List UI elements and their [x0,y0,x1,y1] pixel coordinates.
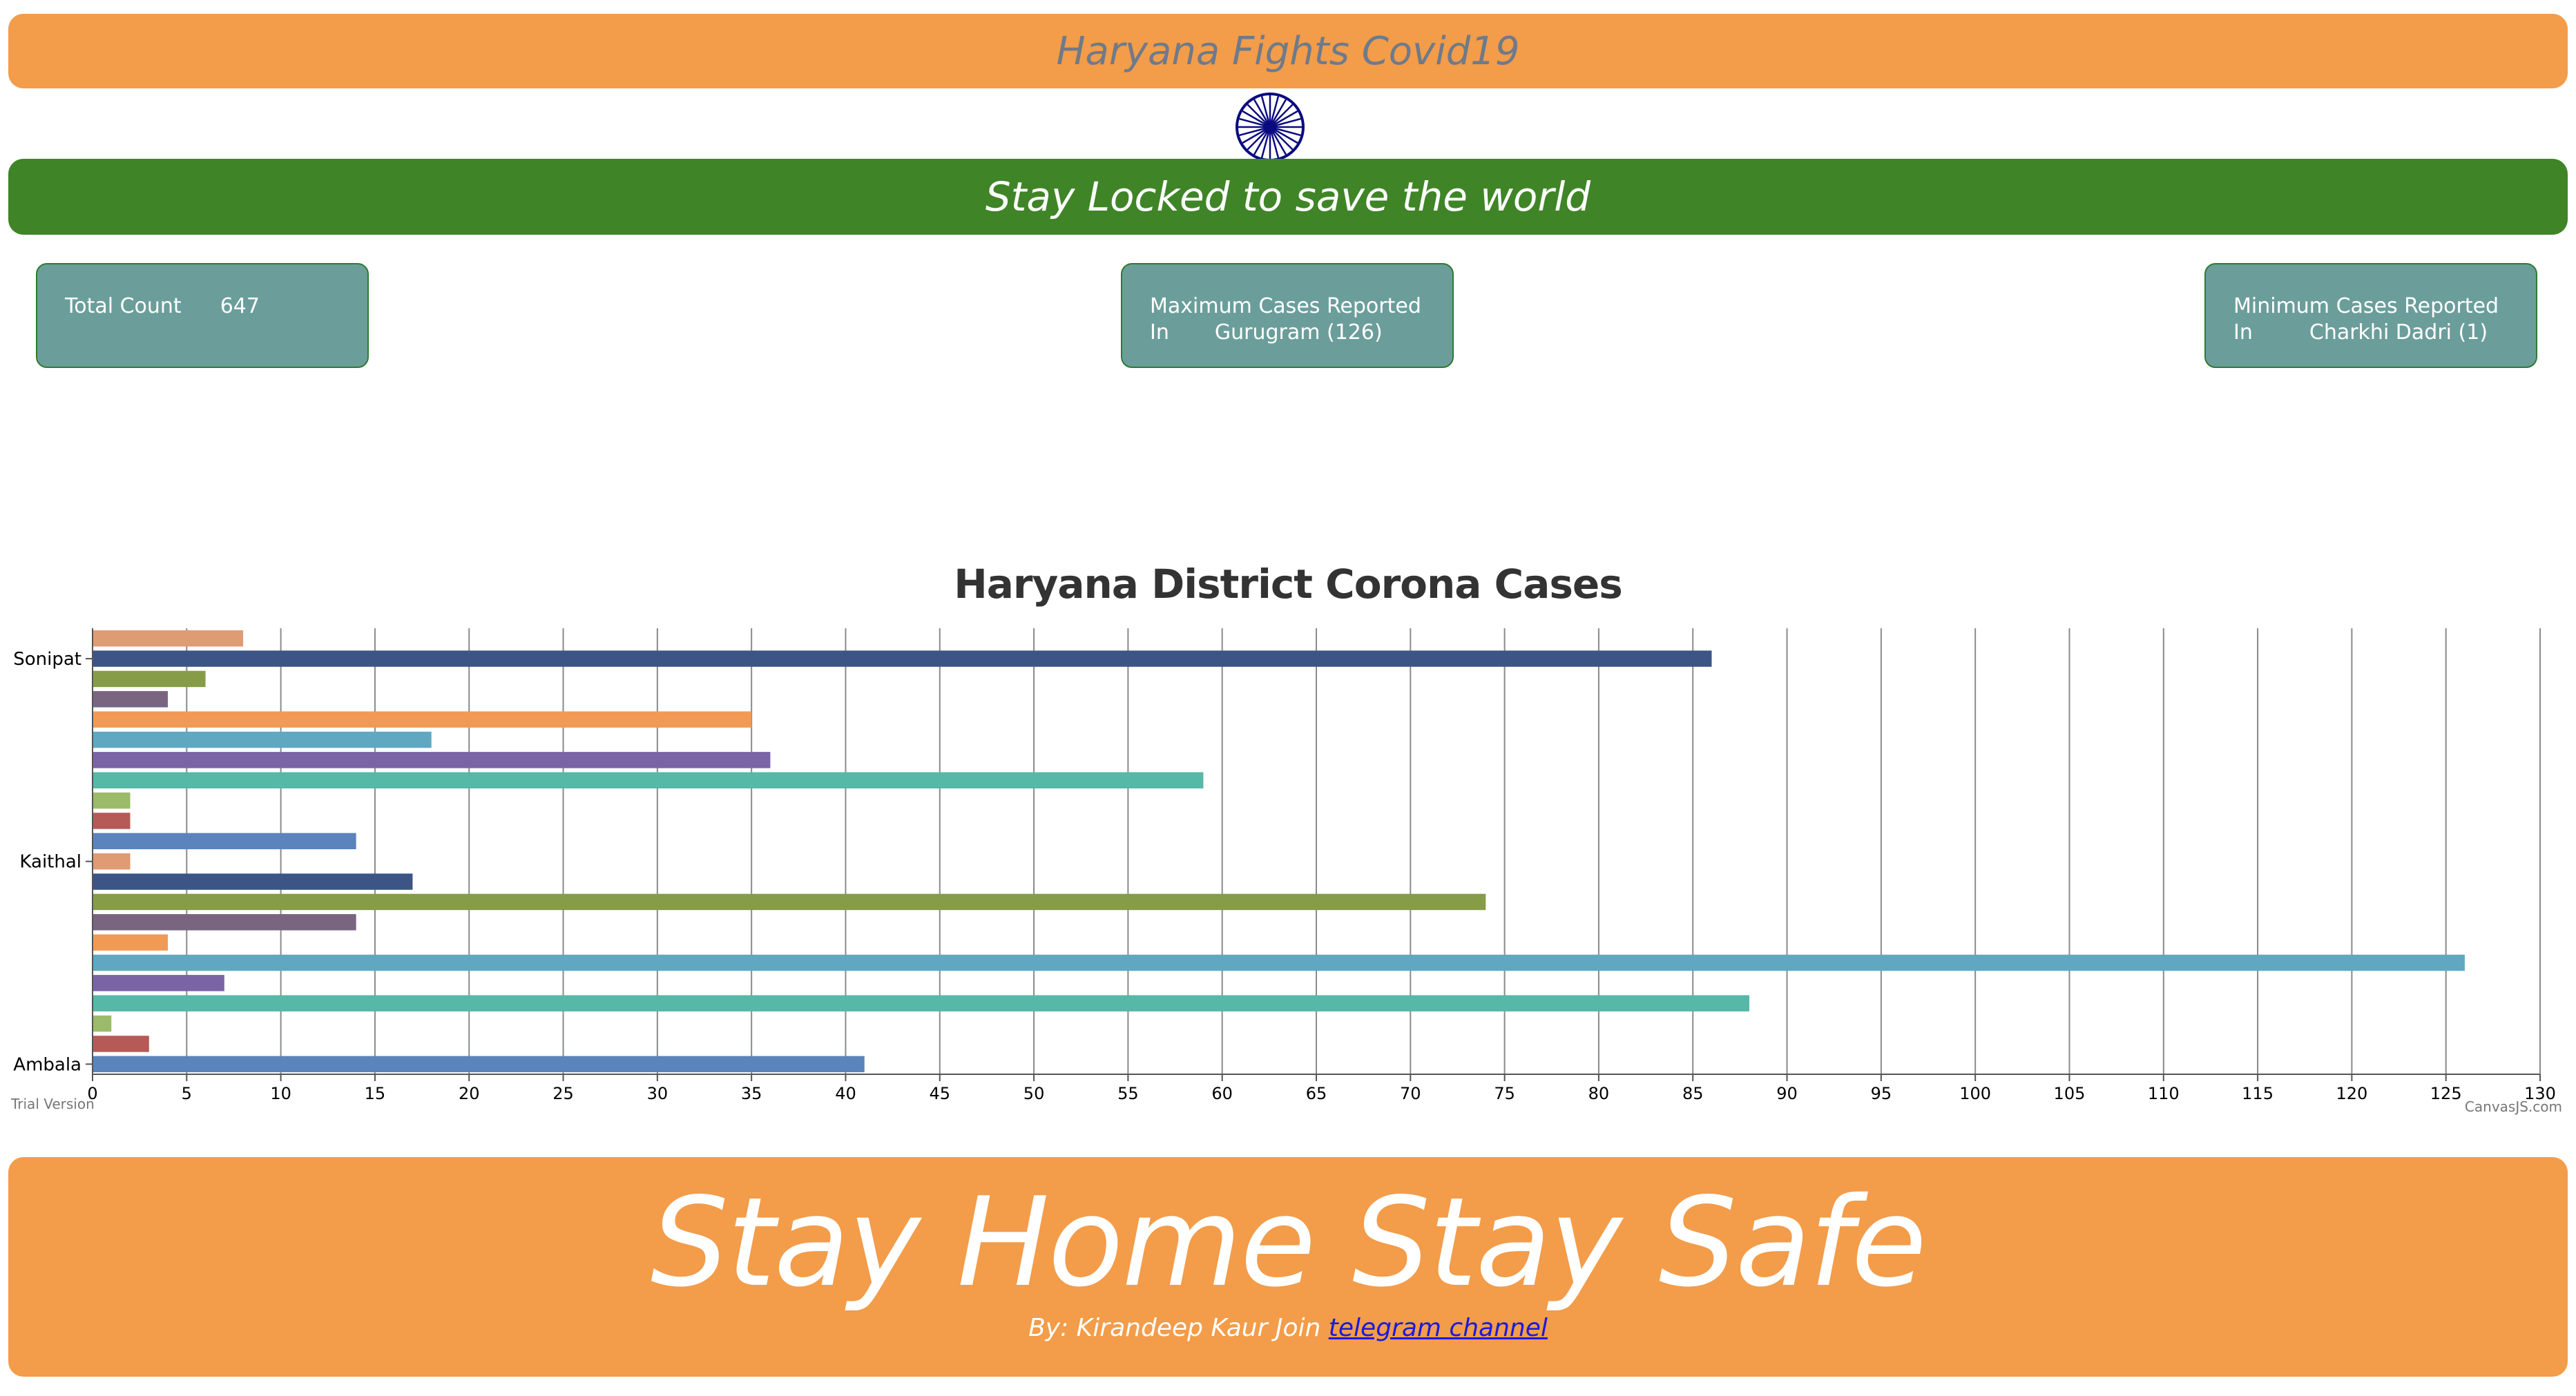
bar-1 [93,1036,149,1051]
canvasjs-watermark: CanvasJS.com [2465,1098,2562,1115]
x-tick-label: 55 [1117,1084,1139,1103]
footer-banner: Stay Home Stay Safe By: Kirandeep Kaur J… [8,1157,2568,1377]
max-cases-label: Maximum Cases Reported [1150,293,1452,320]
min-cases-value: Charkhi Dadri (1) [2309,320,2488,345]
header-banner: Haryana Fights Covid19 [8,14,2568,88]
trial-watermark: Trial Version [10,1096,95,1112]
slogan-banner: Stay Locked to save the world [8,159,2568,235]
x-tick-label: 50 [1023,1084,1045,1103]
bar-16 [93,732,432,748]
bar-15 [93,752,770,768]
total-count-label: Total Count [65,294,182,318]
bar-3 [93,995,1749,1011]
chart-title: Haryana District Corona Cases [0,561,2576,608]
bar-7 [93,914,356,930]
x-tick-label: 115 [2242,1084,2274,1103]
x-tick-label: 35 [741,1084,762,1103]
min-cases-in-label: In [2233,320,2253,345]
y-tick-label: Kaithal [19,852,81,873]
author-byline: By: Kirandeep Kaur Join [1028,1314,1320,1342]
max-cases-value: Gurugram (126) [1215,320,1383,345]
x-tick-label: 15 [365,1084,386,1103]
bar-13 [93,793,131,808]
bar-0 [93,1056,865,1072]
bar-11 [93,833,356,849]
bar-14 [93,772,1203,788]
bar-17 [93,711,751,727]
bar-19 [93,671,206,687]
x-tick-label: 30 [647,1084,669,1103]
x-tick-label: 85 [1682,1084,1704,1103]
x-tick-label: 25 [552,1084,574,1103]
total-count-value: 647 [220,294,260,318]
y-tick-label: Sonipat [13,649,81,670]
x-tick-label: 100 [1959,1084,1991,1103]
bar-12 [93,813,131,828]
author-line: By: Kirandeep Kaur Join telegram channel [1028,1314,1548,1342]
min-cases-label: Minimum Cases Reported [2233,293,2536,320]
site-title: Haryana Fights Covid19 [1056,29,1519,74]
slogan-text: Stay Locked to save the world [986,173,1590,220]
district-bar-chart: 0 5 10 15 20 25 30 35 40 45 50 55 60 65 70 75 80 85 90 95 10… [0,608,2576,1118]
max-cases-card: Maximum Cases Reported In Gurugram (126) [1121,263,1454,368]
bar-9 [93,873,412,889]
bar-4 [93,975,224,991]
x-tick-label: 45 [929,1084,950,1103]
telegram-channel-link[interactable]: telegram channel [1329,1314,1548,1342]
bar-5 [93,955,2465,971]
bar-8 [93,894,1486,910]
x-tick-label: 90 [1776,1084,1798,1103]
bar-20 [93,650,1711,666]
bar-2 [93,1016,111,1031]
x-tick-label: 65 [1306,1084,1327,1103]
bar-6 [93,934,168,950]
x-tick-label: 60 [1211,1084,1233,1103]
max-cases-in-label: In [1150,320,1169,345]
x-tick-label: 120 [2336,1084,2367,1103]
x-tick-label: 125 [2430,1084,2462,1103]
stay-home-headline: Stay Home Stay Safe [651,1181,1925,1304]
x-tick-label: 10 [270,1084,291,1103]
bar-21 [93,630,243,646]
bar-10 [93,853,131,869]
x-tick-label: 95 [1871,1084,1892,1103]
y-tick-label: Ambala [13,1054,81,1075]
x-tick-label: 70 [1400,1084,1421,1103]
min-cases-card: Minimum Cases Reported In Charkhi Dadri (… [2204,263,2537,368]
x-tick-label: 40 [835,1084,856,1103]
ashoka-chakra-icon [1234,91,1306,163]
x-tick-label: 75 [1494,1084,1515,1103]
x-tick-label: 20 [459,1084,480,1103]
chakra-hub [1264,121,1276,133]
x-tick-label: 105 [2054,1084,2086,1103]
x-tick-label: 5 [182,1084,192,1103]
x-tick-label: 110 [2148,1084,2180,1103]
x-tick-label: 80 [1588,1084,1610,1103]
bar-18 [93,691,168,707]
total-count-card: Total Count 647 [36,263,369,368]
